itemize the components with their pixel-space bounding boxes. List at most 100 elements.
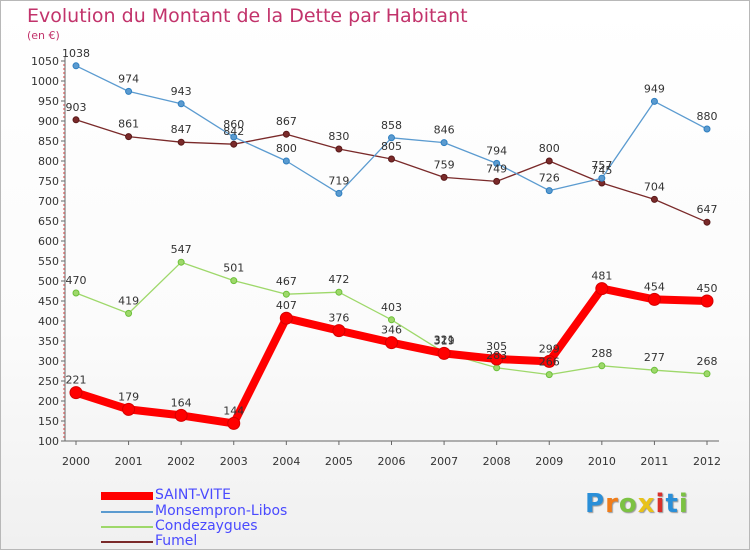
data-point: [493, 159, 501, 167]
data-point: [490, 352, 504, 366]
data-point: [227, 416, 241, 430]
logo-letter: r: [605, 489, 619, 519]
y-tick-label: 450: [38, 295, 59, 308]
data-label: 719: [328, 174, 349, 187]
data-label: 266: [539, 356, 560, 369]
y-tick-label: 700: [38, 195, 59, 208]
data-point: [703, 370, 711, 378]
data-point: [335, 288, 343, 296]
data-label: 726: [539, 172, 560, 185]
data-label: 759: [434, 158, 455, 171]
data-point: [650, 195, 658, 203]
data-label: 450: [697, 282, 718, 295]
data-point: [545, 371, 553, 379]
data-point: [650, 97, 658, 105]
data-point: [72, 62, 80, 70]
data-point: [177, 100, 185, 108]
data-label: 221: [66, 374, 87, 387]
data-point: [230, 133, 238, 141]
data-label: 164: [171, 396, 192, 409]
data-label: 867: [276, 115, 297, 128]
data-point: [650, 366, 658, 374]
data-label: 830: [328, 130, 349, 143]
data-label: 800: [539, 142, 560, 155]
logo-letter: i: [655, 489, 666, 519]
data-point: [69, 386, 83, 400]
data-label: 880: [697, 110, 718, 123]
legend-swatch-condezaygues: [101, 526, 153, 528]
data-label: 547: [171, 243, 192, 256]
data-point: [72, 289, 80, 297]
data-label: 467: [276, 275, 297, 288]
data-label: 419: [118, 294, 139, 307]
data-point: [545, 187, 553, 195]
y-tick-label: 650: [38, 215, 59, 228]
x-tick-label: 2000: [62, 455, 90, 468]
data-label: 846: [434, 124, 455, 137]
legend-swatch-fumel: [101, 541, 153, 543]
data-label: 299: [539, 342, 560, 355]
data-label: 403: [381, 301, 402, 314]
data-point: [598, 174, 606, 182]
data-point: [282, 290, 290, 298]
legend-swatch-monsempron-libos: [101, 511, 153, 513]
data-label: 321: [434, 334, 455, 347]
data-label: 858: [381, 119, 402, 132]
data-label: 745: [591, 164, 612, 177]
data-point: [335, 189, 343, 197]
data-label: 903: [66, 101, 87, 114]
x-tick-label: 2011: [640, 455, 668, 468]
legend-label-saint-vite: SAINT-VITE: [155, 487, 231, 503]
data-point: [437, 346, 451, 360]
data-label: 1038: [62, 47, 90, 60]
data-label: 861: [118, 118, 139, 131]
x-tick-label: 2003: [220, 455, 248, 468]
data-point: [440, 139, 448, 147]
data-point: [125, 133, 133, 141]
y-tick-label: 1050: [31, 55, 59, 68]
logo-letter: i: [678, 489, 689, 519]
data-label: 346: [381, 324, 402, 337]
logo-letter: o: [618, 489, 638, 519]
data-point: [545, 157, 553, 165]
data-label: 842: [223, 125, 244, 138]
data-label: 179: [118, 390, 139, 403]
data-point: [177, 138, 185, 146]
data-point: [230, 277, 238, 285]
logo-letter: x: [637, 489, 656, 519]
data-point: [177, 258, 185, 266]
legend-swatch-saint-vite: [101, 492, 153, 500]
data-label: 472: [328, 273, 349, 286]
data-point: [385, 336, 398, 350]
y-tick-label: 900: [38, 115, 59, 128]
data-label: 305: [486, 340, 507, 353]
x-tick-label: 2005: [325, 455, 353, 468]
data-point: [279, 311, 293, 325]
data-label: 860: [223, 118, 244, 131]
data-label: 288: [591, 347, 612, 360]
data-point: [230, 140, 238, 148]
y-tick-label: 350: [38, 335, 59, 348]
data-label: 454: [644, 280, 665, 293]
data-label: 277: [644, 351, 665, 364]
data-point: [700, 294, 714, 308]
data-point: [282, 157, 290, 165]
data-label: 749: [486, 162, 507, 175]
data-point: [335, 145, 343, 153]
data-point: [72, 116, 80, 124]
x-tick-label: 2010: [588, 455, 616, 468]
logo-letter: P: [585, 489, 606, 519]
data-point: [125, 87, 133, 95]
data-label: 407: [276, 299, 297, 312]
data-point: [440, 173, 448, 181]
data-label: 794: [486, 144, 507, 157]
y-tick-label: 850: [38, 135, 59, 148]
data-point: [542, 354, 556, 368]
data-point: [174, 408, 188, 422]
proxiti-logo: Proxiti: [585, 489, 689, 519]
data-point: [388, 155, 395, 163]
legend-label-condezaygues: Condezaygues: [155, 518, 258, 534]
data-point: [122, 402, 136, 416]
data-point: [647, 292, 661, 306]
data-point: [493, 364, 501, 372]
